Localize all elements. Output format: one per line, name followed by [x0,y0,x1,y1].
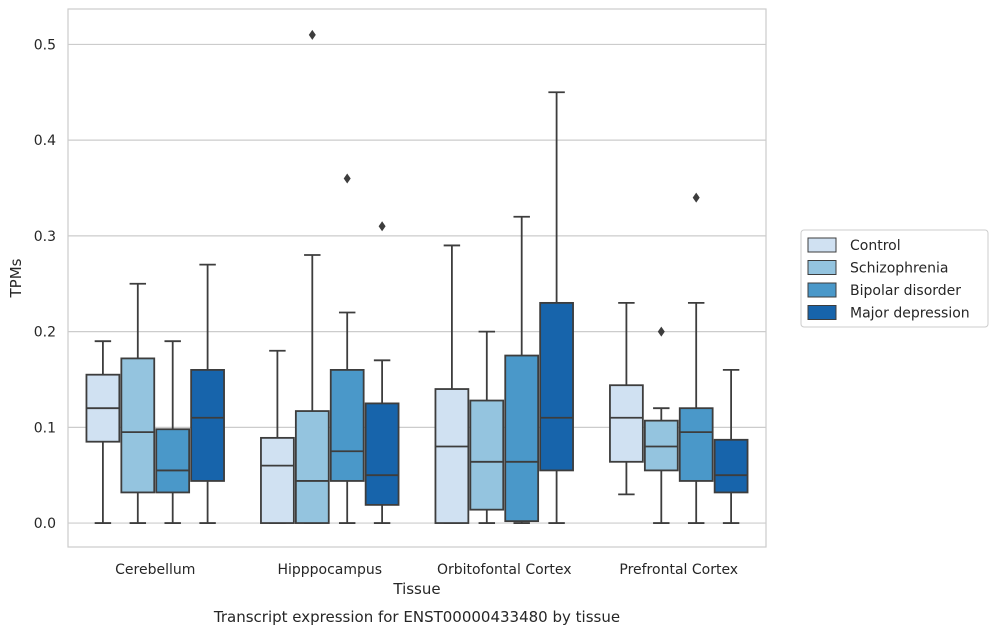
outlier-point [378,221,386,232]
legend-label: Schizophrenia [850,261,948,277]
x-tick-label: Cerebellum [115,562,195,578]
y-tick-label: 0.4 [34,133,56,149]
legend-swatch [807,305,837,320]
y-tick-label: 0.5 [34,37,56,53]
legend-label: Bipolar disorder [850,283,961,299]
outlier-point [692,192,700,203]
box-major-depression [539,91,574,524]
box-bipolar-disorder [678,192,714,524]
iqr-box [364,402,400,506]
box-schizophrenia [643,326,679,524]
box-control [609,301,644,496]
outlier-point [657,326,665,337]
y-tick-label: 0.2 [34,325,56,341]
iqr-box [120,357,156,494]
box-schizophrenia [294,29,330,524]
legend-swatch [807,237,837,253]
y-tick-label: 0.1 [34,420,56,436]
iqr-box [329,369,365,482]
box-schizophrenia [120,282,156,524]
legend-label: Control [850,238,901,254]
box-major-depression [713,369,749,524]
iqr-box [539,301,574,472]
plot-frame [67,8,767,548]
legend-label: Major depression [850,306,970,322]
grid-lines [68,43,766,524]
iqr-box [643,419,679,472]
x-tick-label: Orbitofontal Cortex [437,562,572,578]
x-tick-label: Prefrontal Cortex [619,562,738,578]
iqr-box [469,399,505,511]
legend-swatch [807,282,837,298]
iqr-box [434,388,470,524]
iqr-box [190,369,225,482]
box-bipolar-disorder [504,215,540,524]
box-control [260,349,295,524]
x-tick-label: Hipppocampus [277,562,382,578]
box-schizophrenia [469,330,505,524]
outlier-point [343,173,351,184]
iqr-box [155,428,191,494]
box-control [85,340,121,524]
box-marks [85,29,749,524]
iqr-box [678,407,714,482]
iqr-box [609,384,644,463]
box-major-depression [190,263,225,524]
y-axis-label: TPMs [7,258,25,298]
outlier-point [308,29,316,40]
iqr-box [713,438,749,494]
y-tick-label: 0.0 [34,516,56,532]
x-tick-labels: Cerebellum Hipppocampus Orbitofontal Corte… [115,562,738,578]
legend-frame [800,229,989,328]
iqr-box [260,436,295,524]
legend-swatch [807,260,837,275]
box-bipolar-disorder [329,173,365,524]
chart-caption: Transcript expression for ENST0000043348… [213,608,620,626]
iqr-box [294,410,330,524]
box-bipolar-disorder [155,340,191,524]
iqr-box [504,354,540,523]
x-axis-label: Tissue [392,580,440,598]
box-control [434,244,470,524]
legend: Control Schizophrenia Bipolar disorder Majo… [800,229,989,328]
y-tick-labels: 0.0 0.1 0.2 0.3 0.4 0.5 [34,37,56,532]
y-tick-label: 0.3 [34,229,56,245]
box-major-depression [364,221,400,524]
